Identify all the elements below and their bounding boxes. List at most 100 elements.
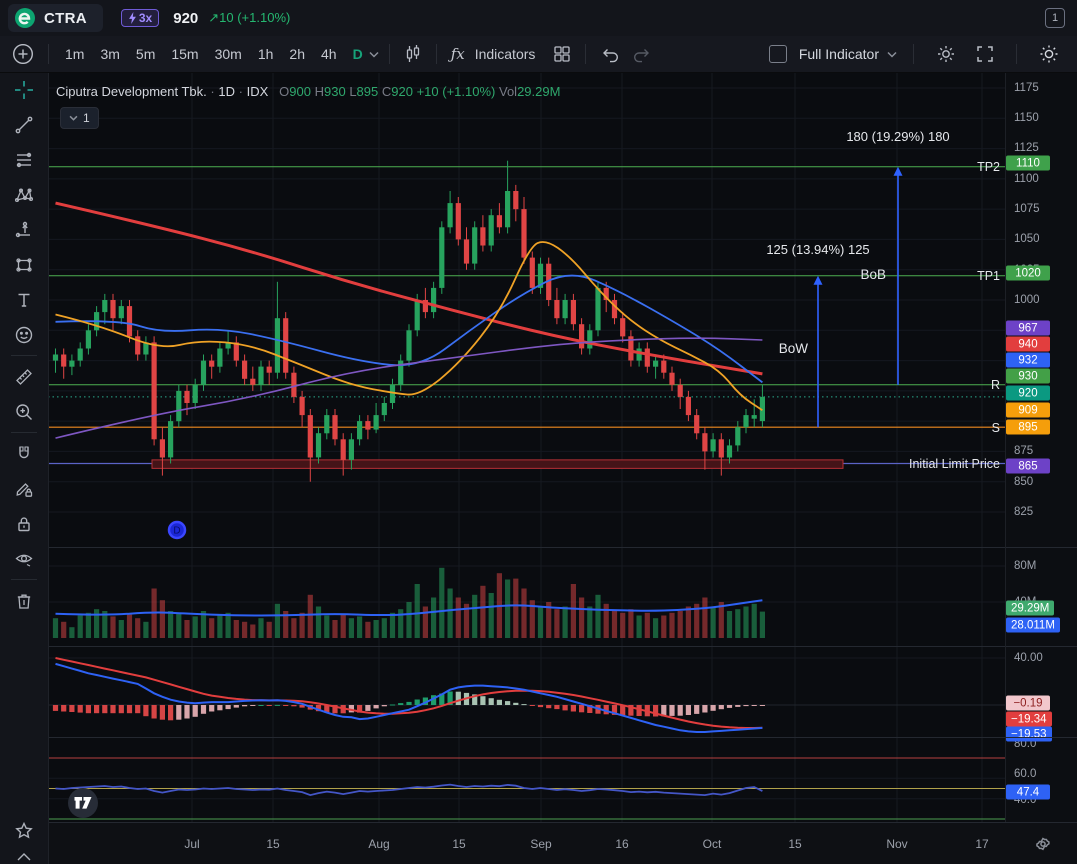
zoom-in-tool[interactable] — [0, 394, 48, 429]
projection-tool[interactable] — [0, 212, 48, 247]
candle — [636, 348, 642, 361]
volume-bar — [439, 567, 445, 638]
price-axis-badge: 920 — [1006, 385, 1050, 401]
xabcd-pattern-tool[interactable] — [0, 177, 48, 212]
macd-histogram-bar — [669, 705, 675, 716]
candle — [546, 263, 552, 300]
divider — [388, 44, 390, 64]
drawing-lock-mode[interactable] — [0, 471, 48, 506]
price-axis[interactable]: 1175115011251100107510501025100087585082… — [1005, 72, 1077, 822]
candle — [751, 415, 757, 419]
tray-toggle[interactable] — [0, 848, 48, 864]
volume-bar — [217, 614, 223, 638]
candle — [258, 366, 264, 385]
settings-button[interactable] — [930, 39, 962, 69]
chart-legend[interactable]: Ciputra Development Tbk. · 1D · IDX O900… — [56, 84, 561, 99]
panel-separator[interactable] — [48, 737, 1077, 738]
macd-histogram-bar — [102, 705, 108, 714]
tp1-line-label: TP1 — [977, 269, 1000, 283]
emoji-tool[interactable] — [0, 317, 48, 352]
trend-line-tool[interactable] — [0, 107, 48, 142]
timeframe-button-1h[interactable]: 1h — [257, 46, 274, 62]
parallel-lines-tool[interactable] — [0, 142, 48, 177]
redo-button[interactable] — [626, 39, 658, 69]
indicators-button[interactable]: ƒx Indicators — [450, 45, 536, 63]
favorites[interactable] — [0, 813, 48, 848]
candle — [77, 348, 83, 361]
macd-histogram-bar — [110, 705, 116, 714]
macd-histogram-bar — [439, 693, 445, 705]
lock-all-drawings[interactable] — [0, 506, 48, 541]
time-axis-settings[interactable] — [1035, 836, 1051, 857]
full-indicator-checkbox[interactable] — [768, 45, 787, 63]
macd-histogram-bar — [135, 705, 141, 714]
timeframe-button-4h[interactable]: 4h — [320, 46, 337, 62]
volume-bar — [603, 603, 609, 638]
candle — [389, 384, 396, 403]
theme-toggle-button[interactable] — [1033, 39, 1065, 69]
remove-drawings[interactable] — [0, 583, 48, 618]
hide-drawings[interactable] — [0, 541, 48, 576]
macd-histogram-bar — [546, 705, 552, 709]
undo-button[interactable] — [594, 39, 626, 69]
measure-tool[interactable] — [0, 359, 48, 394]
panel-separator[interactable] — [48, 547, 1077, 548]
add-symbol-button[interactable] — [6, 39, 40, 69]
tab-count-badge[interactable]: 1 — [1045, 8, 1065, 28]
timeframe-button-1m[interactable]: 1m — [65, 46, 85, 62]
volume-bar — [250, 624, 256, 638]
volume-bar — [595, 594, 601, 638]
volume-bar — [209, 618, 215, 638]
timeframe-button-3m[interactable]: 3m — [100, 46, 120, 62]
macd-histogram-bar — [628, 705, 634, 716]
macd-histogram-bar — [274, 704, 280, 706]
macd-histogram-bar — [126, 705, 133, 714]
candle — [110, 300, 116, 319]
text-tool[interactable] — [0, 282, 48, 317]
macd-histogram-bar — [710, 705, 716, 711]
chart-style-button[interactable] — [398, 39, 428, 69]
macd-histogram-bar — [579, 705, 585, 713]
volume-bar — [685, 606, 691, 638]
full-indicator-label[interactable]: Full Indicator — [798, 46, 879, 62]
volume-bar — [480, 585, 486, 638]
layout-grid-button[interactable] — [547, 39, 577, 69]
volume-bar — [669, 612, 675, 638]
time-axis-label: Aug — [368, 837, 390, 851]
volume-bar — [184, 620, 190, 638]
volume-bar — [472, 594, 478, 638]
ruler-icon — [14, 367, 34, 387]
candle — [661, 360, 667, 373]
crosshair-tool[interactable] — [0, 72, 48, 107]
macd-histogram-bar — [587, 705, 593, 713]
candle — [373, 415, 379, 430]
chevron-down-icon[interactable] — [887, 51, 897, 58]
macd-histogram-bar — [505, 701, 511, 705]
volume-bar — [447, 588, 453, 638]
timeframe-button-2h[interactable]: 2h — [289, 46, 305, 62]
macd-histogram-bar — [488, 698, 494, 705]
main-chart[interactable]: 180 (19.29%) 180 125 (13.94%) 125 BoB BoW TP… — [48, 72, 1005, 822]
candle — [192, 384, 198, 403]
candle — [184, 390, 190, 403]
timeframe-button-15m[interactable]: 15m — [171, 46, 199, 62]
price-axis-badge: 1110 — [1006, 155, 1050, 171]
symbol-selector[interactable]: CTRA — [8, 4, 103, 32]
timeframe-button-30m[interactable]: 30m — [214, 46, 242, 62]
timeframe-button-5m[interactable]: 5m — [135, 46, 156, 62]
candle — [653, 360, 659, 367]
macd-histogram-bar — [422, 697, 428, 705]
volume-bar — [102, 611, 108, 638]
candle — [340, 439, 346, 460]
legend-collapse-chip[interactable]: 1 — [60, 107, 99, 129]
leverage-badge[interactable]: 3x — [120, 9, 160, 27]
timeframe-dropdown[interactable] — [367, 39, 381, 69]
magnet-mode[interactable] — [0, 436, 48, 471]
timeframe-button-active[interactable]: D — [352, 46, 363, 62]
rectangle-tool[interactable] — [0, 247, 48, 282]
macd-histogram-bar — [94, 705, 100, 714]
fullscreen-button[interactable] — [970, 39, 1000, 69]
time-axis[interactable]: Jul 15 Aug 15 Sep 16 Oct 15 Nov 17 — [48, 822, 1077, 864]
volume-bar — [61, 621, 67, 638]
panel-separator[interactable] — [48, 646, 1077, 647]
